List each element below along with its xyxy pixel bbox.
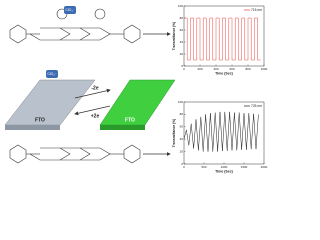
electrode-gray xyxy=(4,79,96,126)
x-tick-label: 1500 xyxy=(241,165,248,169)
electron-label: -2e xyxy=(91,85,98,91)
x-tick-label: 600 xyxy=(229,67,234,71)
x-tick-label: 0 xyxy=(183,67,185,71)
legend-label: 715 nm xyxy=(251,8,262,12)
y-tick-label: 60 xyxy=(180,125,184,129)
data-line xyxy=(183,111,259,152)
anion-badge xyxy=(46,70,58,78)
y-tick-label: 0 xyxy=(181,64,183,68)
x-axis-label: Time (Sec) xyxy=(215,169,233,173)
x-tick-label: 400 xyxy=(213,67,218,71)
electrode-green xyxy=(99,79,176,126)
x-tick-label: 0 xyxy=(183,165,185,169)
graphical-abstract: ClO₄⁻ ClO₄⁻ FTO FTO -2e +2e 0 20 40 60 80 100… xyxy=(4,4,268,173)
plot-frame xyxy=(183,101,265,165)
x-tick-label: 1000 xyxy=(261,67,268,71)
legend-label: 725 nm xyxy=(251,104,262,108)
arrow xyxy=(74,88,111,99)
y-tick-label: 80 xyxy=(180,112,184,116)
y-tick-label: 60 xyxy=(180,28,184,32)
y-tick-label: 100 xyxy=(178,4,183,8)
plot-frame xyxy=(183,5,265,67)
top-molecule xyxy=(9,8,141,44)
x-axis-label: Time (Sec) xyxy=(215,71,233,75)
electrode-label: FTO xyxy=(35,117,45,123)
electrode-label: FTO xyxy=(125,117,135,123)
x-tick-label: 1000 xyxy=(221,165,228,169)
x-tick-label: 200 xyxy=(197,67,202,71)
x-tick-label: 500 xyxy=(201,165,206,169)
y-tick-label: 100 xyxy=(178,100,183,104)
arrow xyxy=(74,105,111,116)
electrode-edge xyxy=(100,125,145,130)
anion-badge xyxy=(64,6,76,14)
electrode-edge xyxy=(5,125,60,130)
y-axis-label: Transmittance (%) xyxy=(172,119,176,147)
y-tick-label: 20 xyxy=(180,149,184,153)
data-line xyxy=(184,17,261,61)
y-axis-label: Transmittance (%) xyxy=(172,22,176,50)
y-tick-label: 20 xyxy=(180,52,184,56)
x-tick-label: 800 xyxy=(245,67,250,71)
electron-label: +2e xyxy=(91,113,100,119)
y-tick-label: 80 xyxy=(180,16,184,20)
x-tick-label: 2000 xyxy=(261,165,268,169)
y-tick-label: 40 xyxy=(180,137,184,141)
anion-label: ClO₄⁻ xyxy=(47,72,56,76)
bottom-molecule xyxy=(9,144,141,164)
y-tick-label: 40 xyxy=(180,40,184,44)
anion-label: ClO₄⁻ xyxy=(65,8,74,12)
y-tick-label: 0 xyxy=(181,162,183,166)
